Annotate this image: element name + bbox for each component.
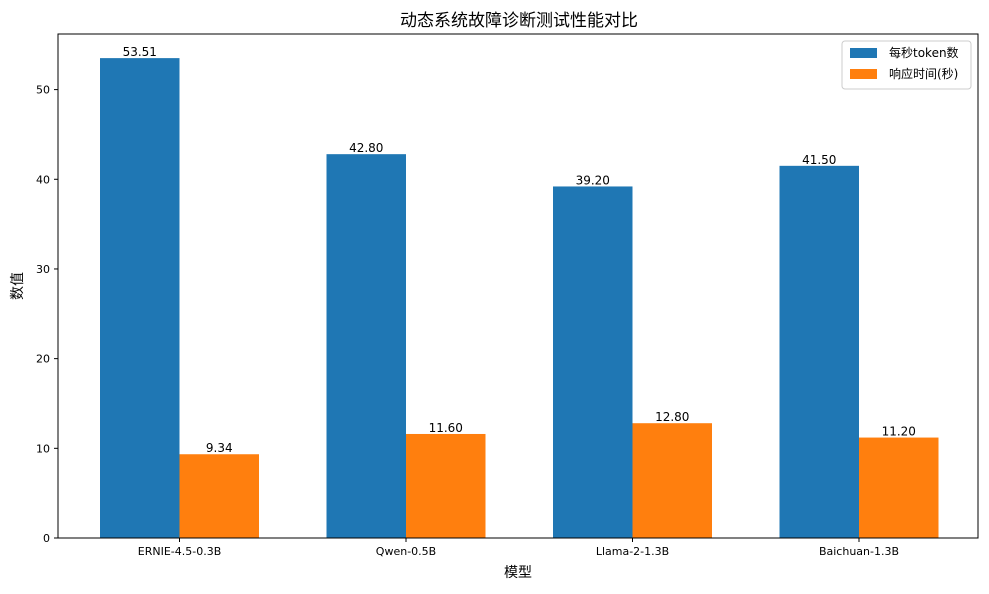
value-label: 11.60: [429, 421, 463, 435]
bar-tokens-0: [100, 58, 180, 539]
value-label: 42.80: [349, 141, 383, 155]
plot-area: 53.51 42.80 39.20 41.50 9.34 11.60 12.80 11.20: [100, 45, 939, 539]
x-tick-label: Llama-2-1.3B: [596, 545, 669, 558]
y-axis-label: 数值: [10, 272, 26, 300]
x-tick-label: Baichuan-1.3B: [819, 545, 899, 558]
y-axis: 0 10 20 30 40 50: [36, 84, 58, 545]
y-tick-label: 40: [36, 173, 50, 186]
bar-tokens-1: [326, 154, 406, 539]
x-tick-label: Qwen-0.5B: [376, 545, 436, 558]
legend-swatch: [850, 69, 877, 79]
bar-response-0: [179, 454, 259, 538]
y-tick-label: 50: [36, 84, 50, 97]
bar-response-1: [406, 433, 486, 538]
value-label: 12.80: [655, 410, 689, 424]
value-label: 9.34: [206, 441, 233, 455]
value-label: 11.20: [882, 425, 916, 439]
bar-response-2: [632, 423, 712, 538]
y-tick-label: 10: [36, 442, 50, 455]
value-label: 53.51: [123, 45, 157, 59]
y-tick-label: 0: [43, 532, 50, 545]
legend-swatch: [850, 48, 877, 58]
chart-title: 动态系统故障诊断测试性能对比: [400, 11, 638, 31]
bar-tokens-2: [553, 186, 633, 538]
bar-response-3: [859, 437, 939, 538]
y-tick-label: 20: [36, 353, 50, 366]
plot-frame: [57, 33, 979, 539]
value-label: 39.20: [576, 173, 610, 187]
x-tick-label: ERNIE-4.5-0.3B: [138, 545, 222, 558]
x-axis-label: 模型: [504, 565, 532, 581]
value-label: 41.50: [802, 153, 836, 167]
legend-label: 每秒token数: [889, 45, 959, 60]
bar-tokens-3: [779, 165, 859, 538]
legend-label: 响应时间(秒): [889, 66, 958, 81]
y-tick-label: 30: [36, 263, 50, 276]
x-axis: ERNIE-4.5-0.3B Qwen-0.5B Llama-2-1.3B Baich…: [138, 538, 899, 558]
